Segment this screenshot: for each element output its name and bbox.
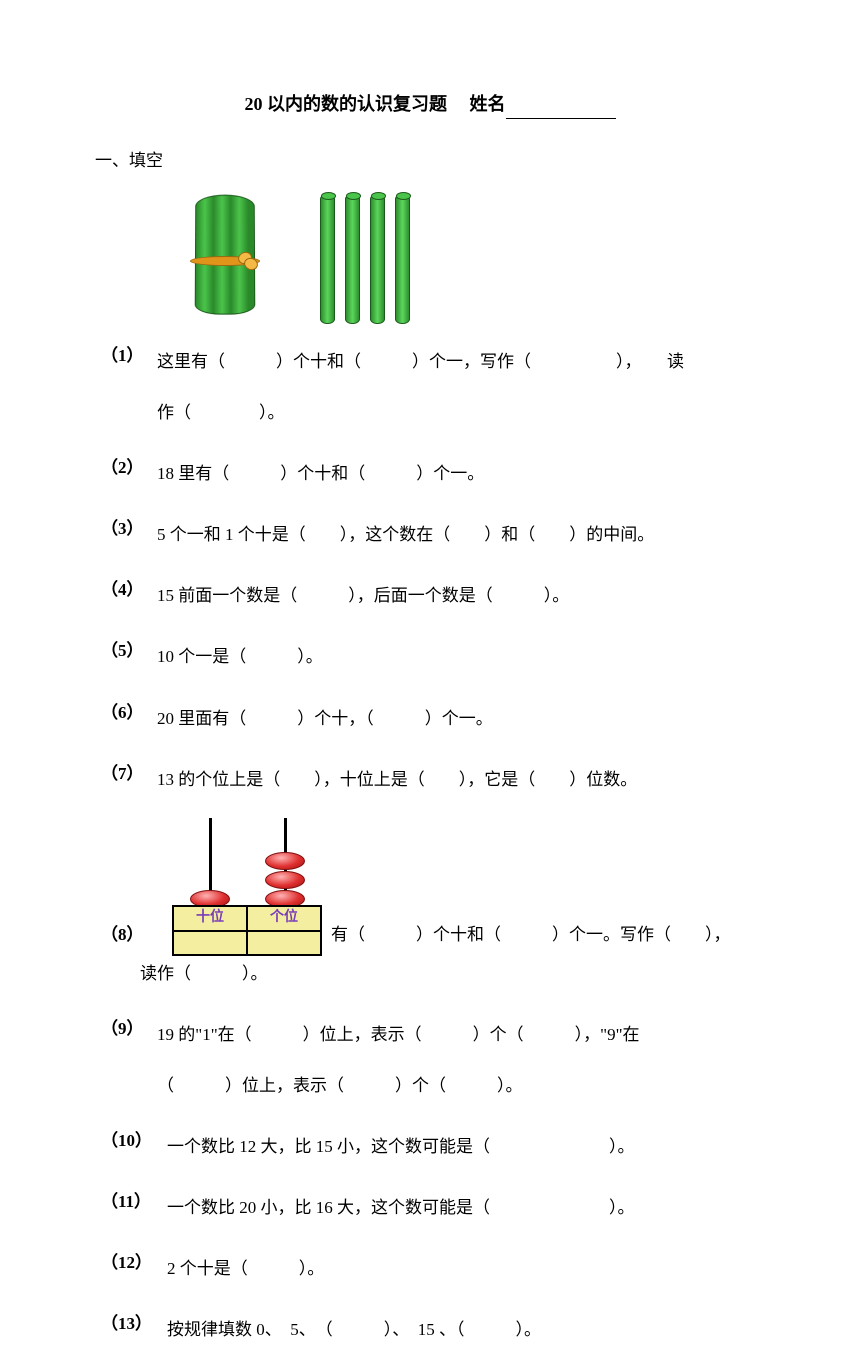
q2-text: 18 里有（ ）个十和（ ）个一。 xyxy=(157,454,765,493)
q12-text: 2 个十是（ ）。 xyxy=(167,1249,765,1288)
abacus-illustration: 十位 个位 xyxy=(157,821,327,956)
q13-text: 按规律填数 0、 5、 （ ）、 15 、（ ）。 xyxy=(167,1310,765,1349)
question-1: （1） 这里有（ ）个十和（ ）个一，写作（ ）， 读 xyxy=(95,342,765,381)
q11-text: 一个数比 20 小，比 16 大，这个数可能是（ ）。 xyxy=(167,1188,765,1227)
question-5: （5） 10 个一是（ ）。 xyxy=(95,637,765,676)
tens-rod xyxy=(209,818,212,908)
q9-text: 19 的"1"在（ ）位上，表示（ ）个（ ），"9"在 xyxy=(157,1015,765,1054)
question-9: （9） 19 的"1"在（ ）位上，表示（ ）个（ ），"9"在 xyxy=(95,1015,765,1054)
question-3: （3） 5 个一和 1 个十是（ ），这个数在（ ）和（ ）的中间。 xyxy=(95,515,765,554)
name-blank[interactable] xyxy=(506,118,616,119)
question-13: （13） 按规律填数 0、 5、 （ ）、 15 、（ ）。 xyxy=(95,1310,765,1349)
stick-icon xyxy=(345,194,360,324)
abacus-place-value-table: 十位 个位 xyxy=(172,905,322,955)
q13-number: （13） xyxy=(101,1310,167,1349)
bead-icon xyxy=(265,852,305,870)
q6-number: （6） xyxy=(101,699,157,738)
tens-label: 十位 xyxy=(173,906,247,930)
q3-text: 5 个一和 1 个十是（ ），这个数在（ ）和（ ）的中间。 xyxy=(157,515,765,554)
loose-sticks xyxy=(320,194,410,324)
q9-number: （9） xyxy=(101,1015,157,1054)
q4-number: （4） xyxy=(101,576,157,615)
q4-text: 15 前面一个数是（ ），后面一个数是（ ）。 xyxy=(157,576,765,615)
question-7: （7） 13 的个位上是（ ），十位上是（ ），它是（ ）位数。 xyxy=(95,760,765,799)
q1-number: （1） xyxy=(101,342,157,381)
question-8: （8） 十位 个位 有（ ）个十和（ ）个一。写作（ ）， xyxy=(95,821,765,956)
q11-number: （11） xyxy=(101,1188,167,1227)
question-4: （4） 15 前面一个数是（ ），后面一个数是（ ）。 xyxy=(95,576,765,615)
stick-icon xyxy=(395,194,410,324)
q10-number: （10） xyxy=(101,1127,167,1166)
bundle-of-ten xyxy=(190,194,260,324)
stick-icon xyxy=(370,194,385,324)
question-2: （2） 18 里有（ ）个十和（ ）个一。 xyxy=(95,454,765,493)
q2-number: （2） xyxy=(101,454,157,493)
ones-label: 个位 xyxy=(247,906,321,930)
q8-number: （8） xyxy=(101,921,157,956)
q3-number: （3） xyxy=(101,515,157,554)
q8-text-line2: 读作（ ）。 xyxy=(95,954,765,993)
q1-text-line2: 作（ ）。 xyxy=(95,393,765,432)
section-1-header: 一、填空 xyxy=(95,147,765,174)
q6-text: 20 里面有（ ）个十，（ ）个一。 xyxy=(157,699,765,738)
worksheet-title: 20 以内的数的认识复习题 姓名 xyxy=(95,90,765,119)
stick-icon xyxy=(320,194,335,324)
q5-text: 10 个一是（ ）。 xyxy=(157,637,765,676)
question-12: （12） 2 个十是（ ）。 xyxy=(95,1249,765,1288)
name-label: 姓名 xyxy=(470,94,506,114)
q9-text-line2: （ ）位上，表示（ ）个（ ）。 xyxy=(95,1066,765,1105)
ones-rod xyxy=(284,818,287,908)
q12-number: （12） xyxy=(101,1249,167,1288)
question-6: （6） 20 里面有（ ）个十，（ ）个一。 xyxy=(95,699,765,738)
ones-cell[interactable] xyxy=(247,931,321,955)
sticks-illustration xyxy=(190,194,765,324)
tens-cell[interactable] xyxy=(173,931,247,955)
title-main: 20 以内的数的认识复习题 xyxy=(245,94,448,114)
question-11: （11） 一个数比 20 小，比 16 大，这个数可能是（ ）。 xyxy=(95,1188,765,1227)
q5-number: （5） xyxy=(101,637,157,676)
q10-text: 一个数比 12 大，比 15 小，这个数可能是（ ）。 xyxy=(167,1127,765,1166)
q8-text: 有（ ）个十和（ ）个一。写作（ ）， xyxy=(331,921,731,956)
q7-text: 13 的个位上是（ ），十位上是（ ），它是（ ）位数。 xyxy=(157,760,765,799)
q7-number: （7） xyxy=(101,760,157,799)
question-10: （10） 一个数比 12 大，比 15 小，这个数可能是（ ）。 xyxy=(95,1127,765,1166)
bead-icon xyxy=(265,871,305,889)
q1-text: 这里有（ ）个十和（ ）个一，写作（ ）， 读 xyxy=(157,342,765,381)
